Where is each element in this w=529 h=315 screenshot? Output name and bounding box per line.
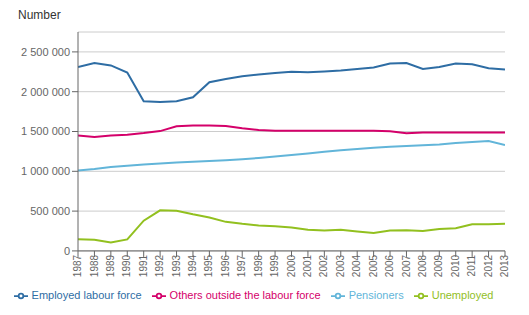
svg-text:1991: 1991 bbox=[138, 254, 149, 277]
svg-text:1996: 1996 bbox=[220, 254, 231, 277]
html-text:Employed labour force: Employed labour force bbox=[31, 288, 142, 301]
html-text:Unemployed: Unemployed bbox=[431, 288, 494, 301]
html-text:Number: Number bbox=[18, 8, 61, 22]
svg-text:1998: 1998 bbox=[253, 254, 264, 277]
svg-text:2 500 000: 2 500 000 bbox=[21, 46, 70, 58]
svg-text:2000: 2000 bbox=[286, 254, 297, 277]
svg-text:2006: 2006 bbox=[384, 254, 395, 277]
svg-text:2005: 2005 bbox=[368, 254, 379, 277]
svg-text:2007: 2007 bbox=[401, 254, 412, 277]
svg-text:1995: 1995 bbox=[203, 254, 214, 277]
svg-text:2009: 2009 bbox=[433, 254, 444, 277]
svg-text:2003: 2003 bbox=[335, 254, 346, 277]
html-text:Others outside the labour forc: Others outside the labour force bbox=[169, 288, 321, 301]
svg-text:1993: 1993 bbox=[171, 254, 182, 277]
svg-text:2002: 2002 bbox=[318, 254, 329, 277]
svg-text:500 000: 500 000 bbox=[30, 205, 70, 217]
svg-text:2011: 2011 bbox=[466, 254, 477, 276]
svg-text:2010: 2010 bbox=[450, 254, 461, 277]
svg-text:2 000 000: 2 000 000 bbox=[21, 86, 70, 98]
svg-text:1989: 1989 bbox=[105, 254, 116, 277]
svg-text:1988: 1988 bbox=[89, 254, 100, 277]
svg-text:1999: 1999 bbox=[269, 254, 280, 277]
svg-text:1997: 1997 bbox=[236, 254, 247, 277]
svg-text:1990: 1990 bbox=[121, 254, 132, 277]
svg-text:1987: 1987 bbox=[72, 254, 83, 277]
svg-text:2012: 2012 bbox=[483, 254, 494, 277]
svg-text:2004: 2004 bbox=[351, 254, 362, 277]
svg-text:2013: 2013 bbox=[499, 254, 510, 277]
svg-text:1 500 000: 1 500 000 bbox=[21, 125, 70, 137]
svg-text:0: 0 bbox=[64, 245, 70, 257]
svg-text:2001: 2001 bbox=[302, 254, 313, 277]
svg-text:1992: 1992 bbox=[154, 254, 165, 277]
svg-text:1 000 000: 1 000 000 bbox=[21, 165, 70, 177]
html-text:Pensioners: Pensioners bbox=[348, 288, 404, 301]
svg-text:2008: 2008 bbox=[417, 254, 428, 277]
svg-text:1994: 1994 bbox=[187, 254, 198, 277]
